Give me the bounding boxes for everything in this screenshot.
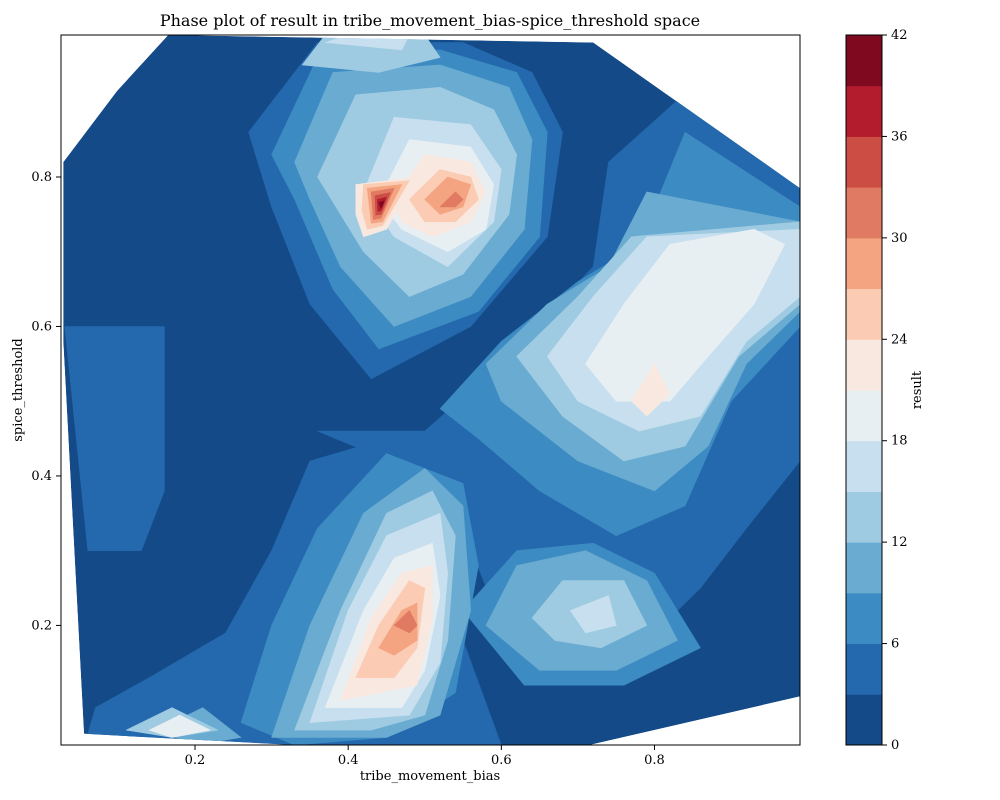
plot-area [60, 34, 801, 746]
colorbar-tick-label: 12 [891, 535, 908, 550]
contour-region-level-21 [631, 363, 671, 417]
colorbar-tick-label: 0 [891, 738, 899, 753]
colorbar-frame [845, 34, 883, 746]
colorbar: 0 6 12 18 24 30 36 42 [845, 28, 908, 753]
colorbar-label: result [910, 370, 925, 409]
colorbar-band [846, 643, 882, 695]
contour-region-level-39 [378, 200, 385, 209]
contour-region-level-3 [64, 326, 165, 552]
colorbar-band [846, 187, 882, 239]
colorbar-tick-label: 6 [891, 637, 899, 652]
colorbar-band [846, 694, 882, 746]
contour-region-level-12 [301, 35, 441, 73]
contour-region-level-30 [439, 191, 464, 208]
colorbar-tick-label: 30 [891, 231, 908, 246]
x-axis: 0.2 0.4 0.6 0.8 [185, 745, 665, 768]
colorbar-band [846, 288, 882, 340]
y-axis-label: spice_threshold [11, 338, 26, 441]
x-tick-label: 0.2 [185, 753, 206, 768]
colorbar-band [846, 542, 882, 594]
y-tick-label: 0.6 [31, 319, 52, 334]
y-tick-label: 0.2 [31, 618, 52, 633]
x-tick-label: 0.8 [644, 753, 665, 768]
contour-region-level-30 [393, 610, 418, 634]
chart-title: Phase plot of result in tribe_movement_b… [160, 11, 700, 30]
colorbar-band [846, 136, 882, 188]
colorbar-band [846, 85, 882, 137]
contour-region-level-27 [424, 176, 472, 215]
colorbar-tick-label: 36 [891, 129, 908, 144]
colorbar-tick-label: 42 [891, 28, 908, 43]
contour-layer [63, 35, 801, 745]
plot-frame [60, 34, 801, 746]
colorbar-band [846, 237, 882, 290]
colorbar-band [846, 592, 882, 645]
colorbar-band [846, 390, 882, 442]
colorbar-band [846, 440, 882, 492]
colorbar-band [846, 491, 882, 543]
colorbar-tick-label: 18 [891, 434, 908, 449]
y-tick-label: 0.8 [31, 170, 52, 185]
colorbar-band [846, 35, 882, 87]
y-tick-label: 0.4 [31, 469, 52, 484]
x-tick-label: 0.6 [491, 753, 512, 768]
y-axis: 0.2 0.4 0.6 0.8 [31, 170, 61, 633]
colorbar-band [846, 339, 882, 391]
x-axis-label: tribe_movement_bias [360, 769, 500, 784]
colorbar-tick-label: 24 [891, 332, 908, 347]
contour-region-level-15 [569, 595, 617, 634]
x-tick-label: 0.4 [338, 753, 359, 768]
contour-region-level-18 [148, 714, 211, 738]
